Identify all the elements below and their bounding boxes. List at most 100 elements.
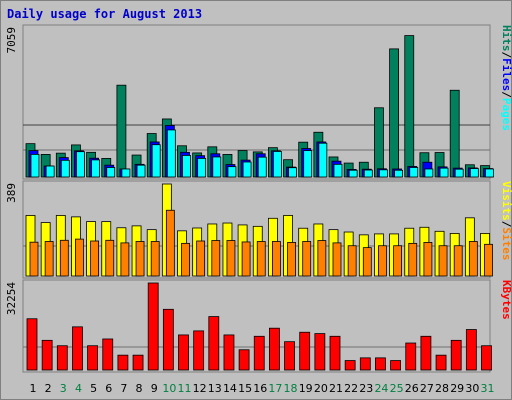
day-label: 28 [435,382,449,395]
day-label: 22 [344,382,358,395]
kbytes-bar [465,329,477,371]
kbytes-bar [41,339,53,371]
sites-bar [362,247,372,277]
pages-bar [212,156,222,178]
pages-bar [272,151,282,178]
sites-bar [196,240,206,277]
day-label: 16 [253,382,267,395]
kbytes-bar [147,282,159,371]
sites-bar [165,209,175,277]
day-label: 7 [120,382,127,395]
legend-entry: KBytes [500,280,512,320]
pages-bar [439,167,449,178]
sites-bar [150,241,160,277]
chart-title: Daily usage for August 2013 [7,7,203,21]
day-label: 19 [299,382,313,395]
sites-bar [332,242,342,277]
sites-bar [438,245,448,277]
day-label: 9 [151,382,158,395]
y-max-label: 32254 [5,282,18,315]
sites-bar [226,240,236,277]
hits-bar [404,35,415,178]
sites-bar [378,245,387,277]
pages-bar [121,168,131,178]
kbytes-bar [329,335,341,371]
kbytes-bar [390,360,402,371]
day-label: 27 [420,382,434,395]
pages-bar [30,154,40,178]
day-label: 29 [450,382,464,395]
sites-bar [287,242,296,277]
pages-bar [151,144,161,178]
kbytes-bar [72,326,83,371]
y-max-label: 7059 [5,27,18,54]
sites-bar [408,242,418,277]
kbytes-bar [299,331,311,371]
kbytes-bar [87,345,98,371]
pages-bar [363,169,373,178]
pages-bar [454,168,464,178]
legend-entry: Hits [500,25,512,52]
day-label: 18 [284,382,298,395]
kbytes-bar [117,354,129,371]
day-label: 17 [268,382,282,395]
hits-bar [389,48,400,178]
day-label: 24 [374,382,388,395]
day-label: 31 [481,382,495,395]
pages-bar [91,159,100,178]
day-label: 12 [193,382,207,395]
day-label: 21 [329,382,343,395]
legend-label: Hits/Files/Pages [500,25,512,131]
day-label: 6 [105,382,112,395]
kbytes-bar [102,338,114,371]
pages-bar [106,167,116,178]
day-label: 8 [136,382,143,395]
pages-bar [227,166,237,178]
day-label: 25 [390,382,404,395]
day-label: 4 [75,382,82,395]
sites-bar [453,245,463,277]
day-label: 14 [223,382,237,395]
kbytes-bar [178,334,189,371]
day-label: 10 [162,382,176,395]
pages-bar [76,151,85,178]
sites-bar [468,241,478,277]
pages-bar [60,159,70,178]
pages-bar [424,168,434,178]
day-label: 1 [30,382,37,395]
sites-bar [75,238,84,277]
day-label: 23 [359,382,373,395]
legend-entry: Pages [500,98,512,131]
kbytes-bar [435,354,447,371]
kbytes-bar [26,318,38,371]
day-label: 20 [314,382,328,395]
pages-bar [136,164,146,178]
legend-entry: / [500,221,512,228]
sites-bar [44,241,54,277]
kbytes-bar [208,316,220,371]
sites-bar [241,241,251,277]
sites-bar [317,240,327,277]
hits-bar [449,89,460,178]
pages-bar [182,155,191,178]
legend-entry: Sites [500,227,512,260]
y-max-label: 389 [5,183,18,203]
sites-bar [181,242,190,277]
legend-entry: / [500,52,512,59]
legend-entry: / [500,91,512,98]
pages-bar [469,168,479,178]
pages-bar [485,168,494,178]
sites-bar [211,240,221,277]
sites-bar [271,241,281,277]
kbytes-bar [344,360,356,371]
kbytes-bar [284,341,295,371]
day-label: 3 [60,382,67,395]
sites-bar [29,241,39,277]
kbytes-bar [420,335,432,371]
legend-entry: Files [500,58,512,91]
kbytes-bar [375,357,386,371]
kbytes-bar [56,345,68,371]
sites-bar [59,239,69,277]
sites-bar [256,241,266,277]
